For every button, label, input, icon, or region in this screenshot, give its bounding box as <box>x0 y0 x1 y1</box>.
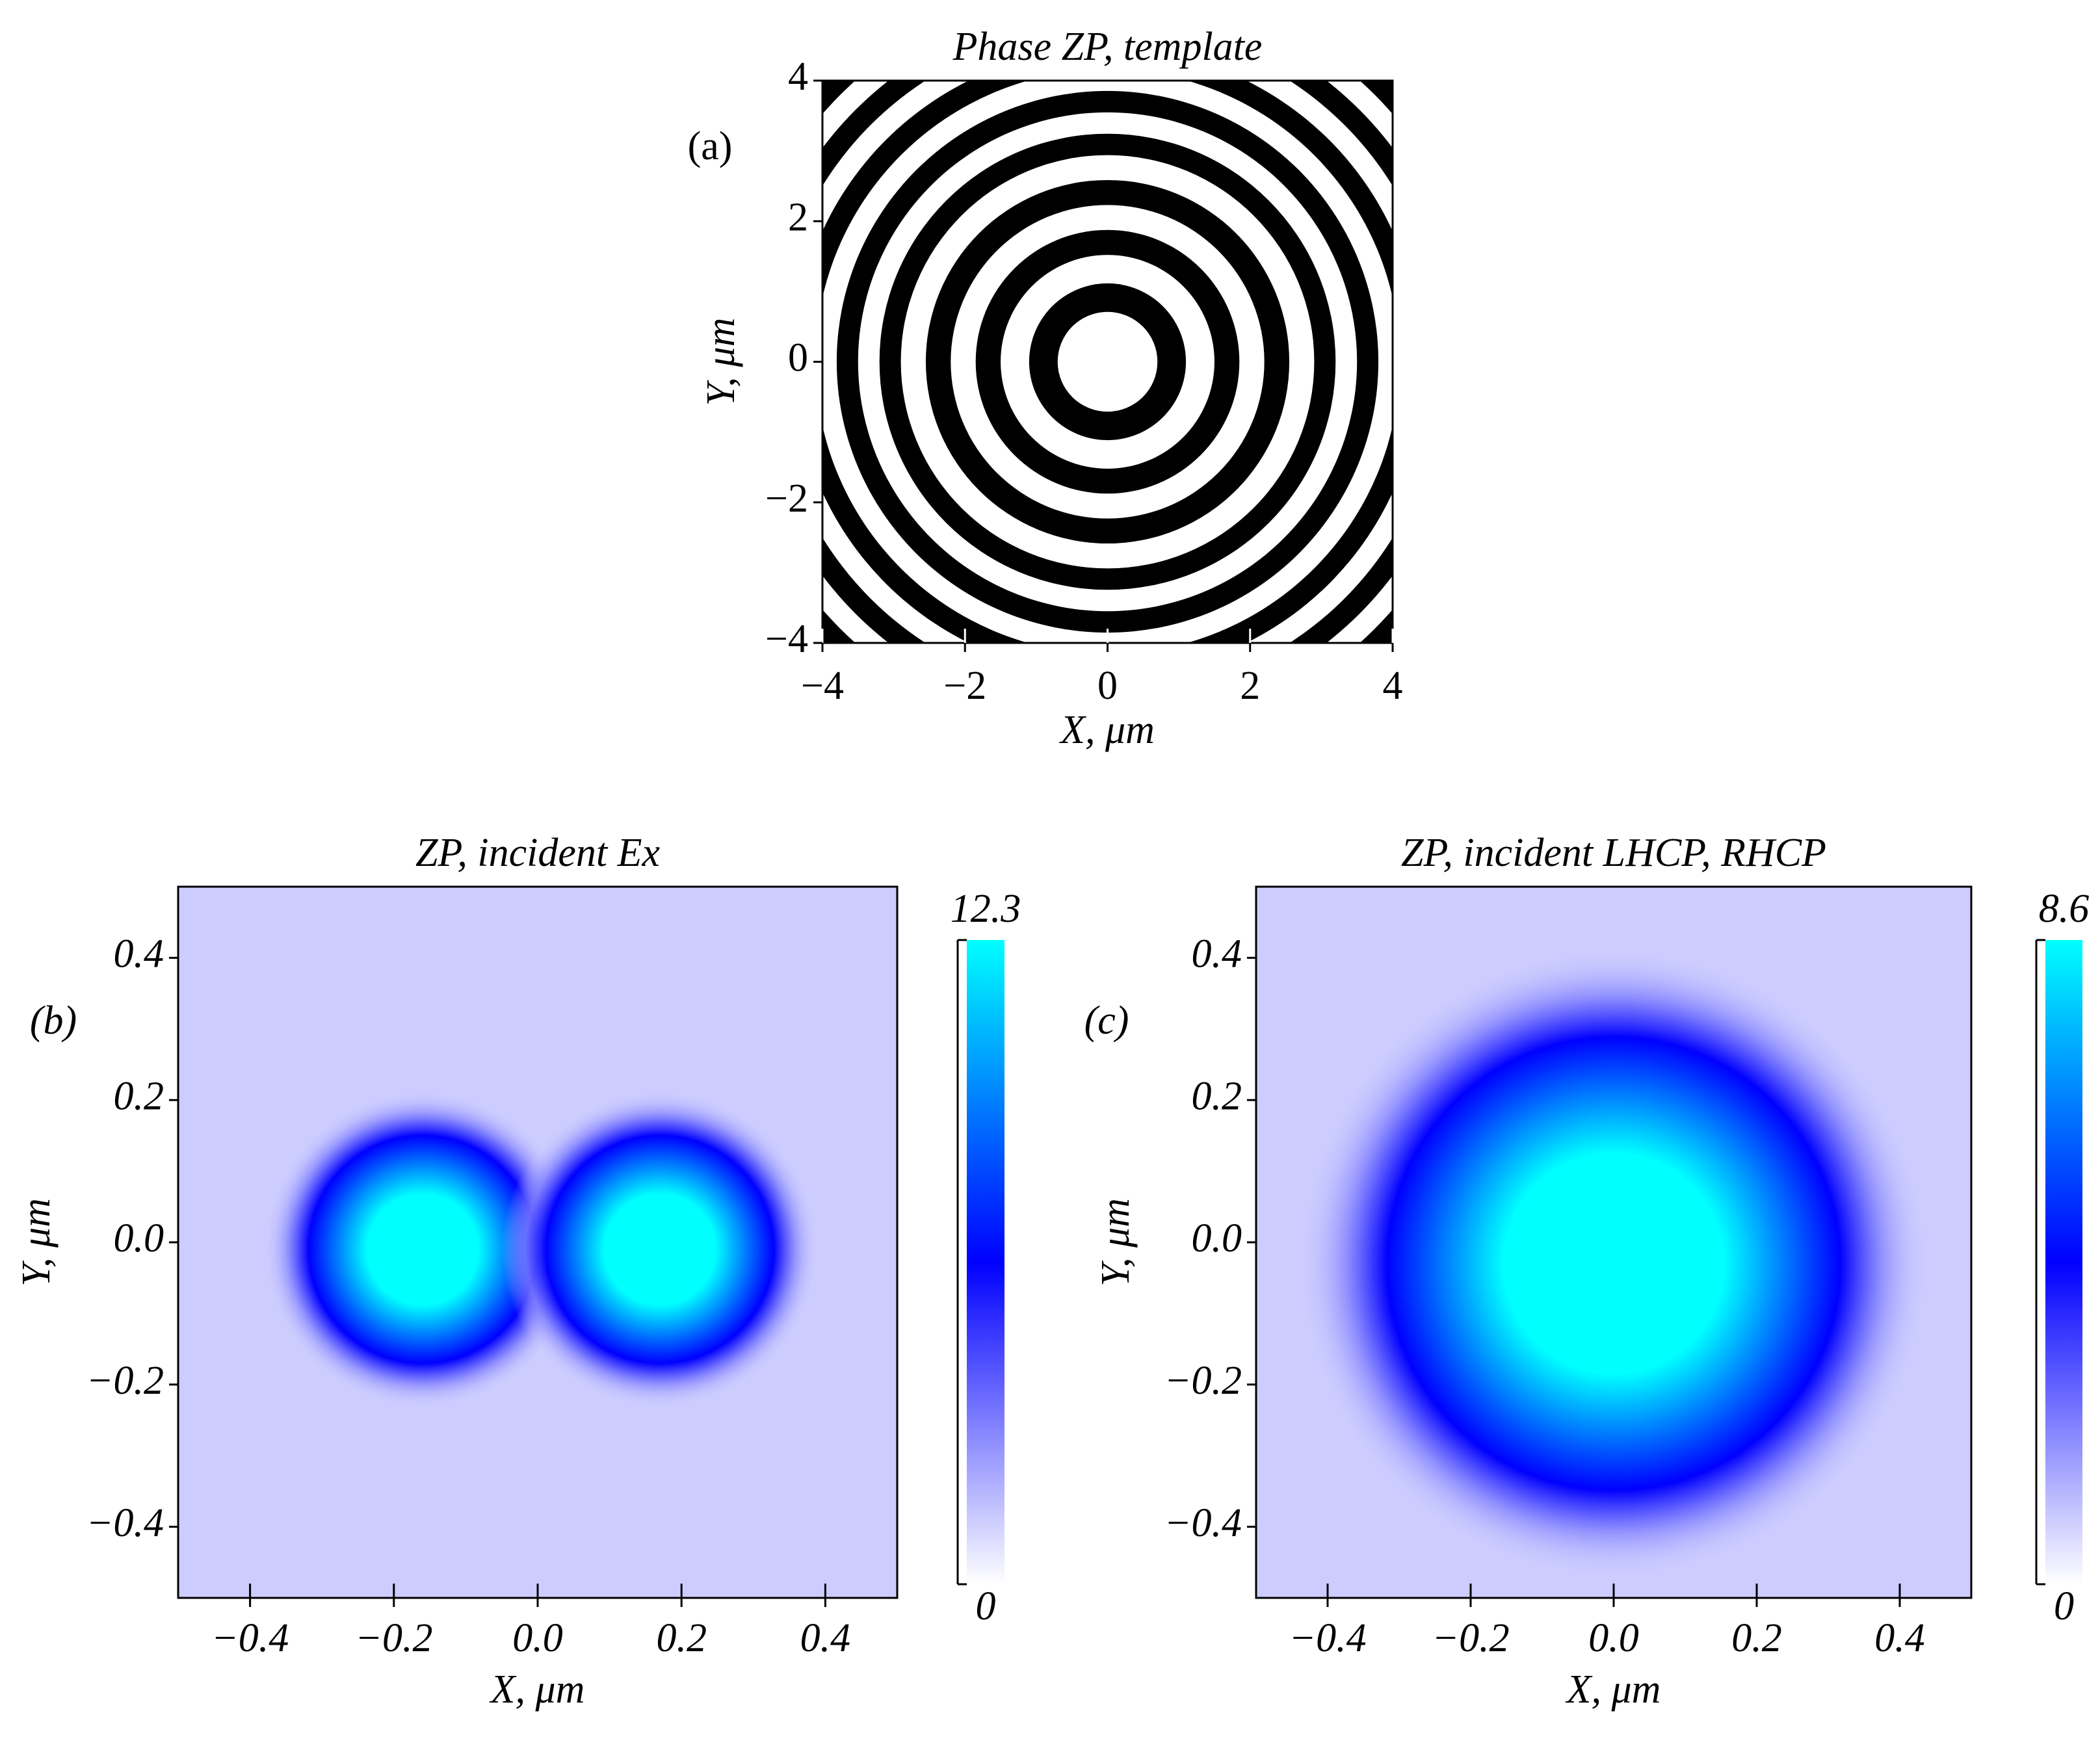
panel-label: (b) <box>30 999 77 1043</box>
x-axis-label: X, μm <box>1565 1667 1661 1712</box>
chart-title: ZP, incident LHCP, RHCP <box>1401 831 1826 875</box>
x-tick-label: −2 <box>943 664 986 708</box>
x-tick-label: −0.4 <box>211 1616 289 1660</box>
y-tick-label: −0.4 <box>1164 1501 1242 1545</box>
colorbar-label: 0 <box>976 1584 996 1628</box>
y-tick-label: −4 <box>765 617 808 661</box>
y-tick-label: 0.2 <box>114 1074 164 1118</box>
x-tick-label: −0.2 <box>355 1616 432 1660</box>
intensity-spot <box>501 1091 819 1408</box>
intensity-spot <box>264 1091 581 1408</box>
plot-area <box>822 81 1393 643</box>
y-tick-label: −0.2 <box>86 1359 164 1403</box>
x-tick-label: 0.4 <box>800 1616 851 1660</box>
panel: 0 8.6 −0.4 −0.2 0.0 0.2 0.4 −0.4 −0.2 0.0 0.2 0.4 ZP… <box>1084 831 2090 1712</box>
x-tick-label: 0 <box>1097 664 1118 708</box>
y-tick-label: −0.4 <box>86 1501 164 1545</box>
y-tick-label: 0.4 <box>1192 932 1242 976</box>
zone <box>1057 311 1158 412</box>
colorbar-label: 0 <box>2054 1584 2074 1628</box>
y-axis-label: Y, μm <box>699 318 743 406</box>
y-axis-label: Y, μm <box>14 1198 59 1286</box>
x-tick-label: −0.4 <box>1289 1616 1366 1660</box>
colorbar-label: 8.6 <box>2039 887 2090 931</box>
x-tick-label: −0.2 <box>1432 1616 1509 1660</box>
plot-area <box>1256 887 1971 1598</box>
y-axis-label: Y, μm <box>1094 1198 1138 1286</box>
colorbar-label: 12.3 <box>951 887 1021 931</box>
intensity-spot <box>1299 948 1928 1578</box>
x-tick-label: 4 <box>1383 664 1403 708</box>
colorbar <box>2045 940 2082 1584</box>
x-tick-label: 0.4 <box>1874 1616 1925 1660</box>
x-tick-label: 0.2 <box>1731 1616 1782 1660</box>
chart-title: Phase ZP, template <box>952 25 1263 69</box>
y-tick-label: 0.0 <box>114 1216 164 1260</box>
y-tick-label: 0.0 <box>1192 1216 1242 1260</box>
y-tick-label: 0 <box>788 336 808 380</box>
x-axis-label: X, μm <box>489 1667 585 1712</box>
panel-label: (c) <box>1084 999 1129 1043</box>
y-tick-label: −2 <box>765 477 808 521</box>
x-tick-label: 0.0 <box>512 1616 563 1660</box>
x-tick-label: 0.2 <box>656 1616 707 1660</box>
panel-label: (a) <box>688 124 733 168</box>
x-axis-label: X, μm <box>1058 708 1155 752</box>
chart-title: ZP, incident Ex <box>415 831 660 875</box>
panel: −4 −2 0 2 4 −4 −2 0 2 4 Phase ZP, template (a) X, μm… <box>688 25 1403 752</box>
plot-area <box>178 887 897 1598</box>
y-tick-label: 4 <box>788 55 808 99</box>
y-tick-label: −0.2 <box>1164 1359 1242 1403</box>
panel: 0 12.3 −0.4 −0.2 0.0 0.2 0.4 −0.4 −0.2 0.0 0.2 0.4 Z… <box>14 831 1021 1712</box>
y-tick-label: 0.2 <box>1192 1074 1242 1118</box>
x-tick-label: 2 <box>1240 664 1260 708</box>
colorbar <box>967 940 1004 1584</box>
y-tick-label: 0.4 <box>114 932 164 976</box>
x-tick-label: 0.0 <box>1588 1616 1639 1660</box>
x-tick-label: −4 <box>801 664 844 708</box>
y-tick-label: 2 <box>788 195 808 239</box>
